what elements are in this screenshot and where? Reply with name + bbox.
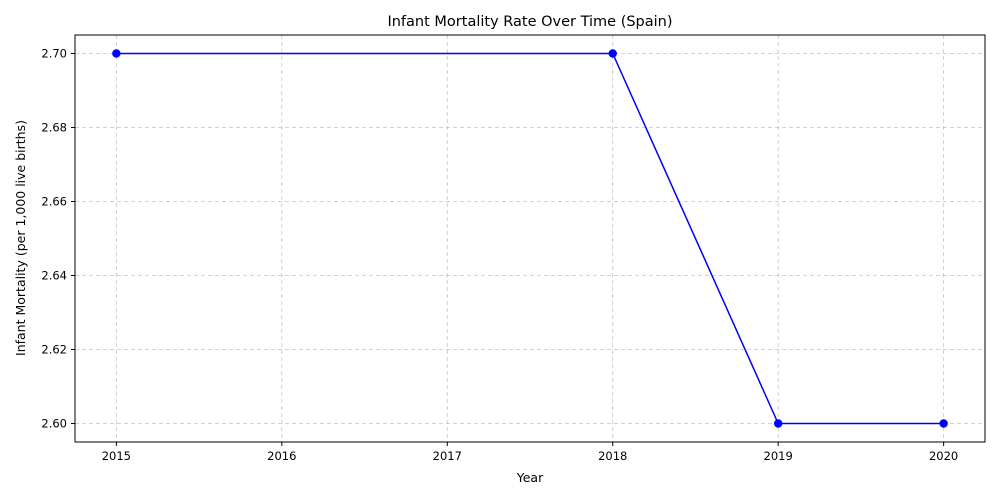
data-series (112, 49, 948, 428)
chart-title: Infant Mortality Rate Over Time (Spain) (387, 14, 672, 30)
y-tick-label: 2.70 (41, 47, 67, 61)
series-line (116, 52, 944, 425)
x-axis-label: Year (516, 470, 544, 485)
y-tick-label: 2.62 (41, 343, 67, 357)
data-point (773, 419, 783, 428)
x-tick-label: 2018 (598, 449, 627, 463)
plot-area-frame (74, 34, 986, 443)
y-tick-label: 2.68 (41, 121, 67, 135)
x-axis-ticks: 2015 2016 2017 2018 2019 2020 (102, 442, 958, 463)
y-axis-ticks: 2.60 2.62 2.64 2.66 2.68 2.70 (41, 47, 75, 431)
grid-lines (75, 35, 985, 442)
data-point (608, 49, 617, 58)
y-axis-label: Infant Mortality (per 1,000 live births) (13, 120, 28, 356)
x-tick-label: 2016 (267, 449, 296, 463)
x-tick-label: 2019 (764, 449, 793, 463)
x-tick-label: 2015 (102, 449, 131, 463)
x-tick-label: 2020 (929, 449, 958, 463)
data-point (939, 419, 948, 428)
y-tick-label: 2.66 (41, 195, 67, 209)
x-tick-label: 2017 (433, 449, 462, 463)
y-tick-label: 2.60 (41, 417, 67, 431)
y-tick-label: 2.64 (41, 269, 67, 283)
data-point (112, 49, 121, 58)
